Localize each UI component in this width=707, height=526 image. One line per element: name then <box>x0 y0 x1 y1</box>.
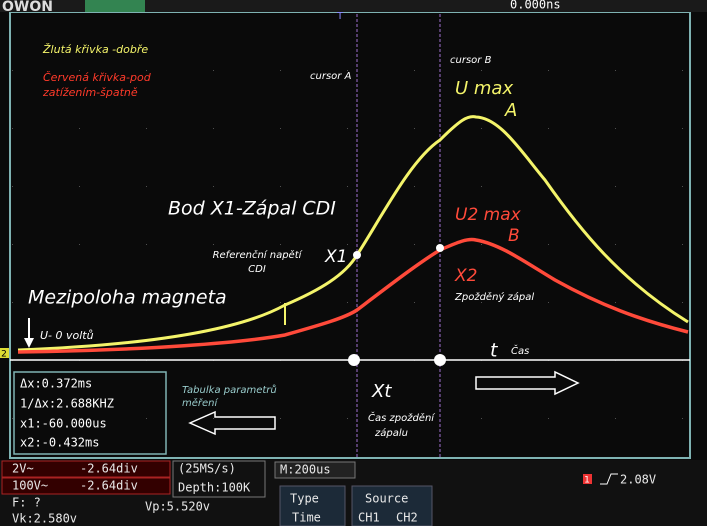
trigger-marker: T <box>336 11 344 22</box>
type-button[interactable] <box>279 485 346 526</box>
vk: Vk:2.580v <box>12 512 77 526</box>
frequency: F: ? <box>12 496 41 510</box>
measurement: x1:-60.000us <box>20 417 107 431</box>
u2-max-label: U2 max <box>455 205 522 225</box>
x2-label: X2 <box>454 266 477 286</box>
sample-rate: (25MS/s) <box>178 462 236 476</box>
delay-time-label: Čas zpoždění <box>368 411 435 424</box>
delay-time-label: zápalu <box>374 427 408 439</box>
table-note: Tabulka parametrů <box>182 384 277 396</box>
cursor-a-label: cursor A <box>310 71 352 82</box>
source-ch2: CH2 <box>396 511 418 525</box>
t-label: t <box>490 340 499 362</box>
trigger-level: 2.08V <box>620 473 656 487</box>
x1-label: X1 <box>324 247 347 267</box>
table-note: měření <box>182 397 218 409</box>
u-max-label: U max <box>455 78 513 99</box>
vp: Vp:5.520v <box>145 500 210 514</box>
source-button[interactable] <box>351 485 433 526</box>
timebase: M:200us <box>280 463 331 477</box>
ch1-marker: 1 <box>584 476 590 486</box>
zero-label: U- 0 voltů <box>40 329 94 342</box>
ch1-scale: 2V~ <box>12 462 34 476</box>
time-label: Čas <box>511 344 529 357</box>
xt-label: Xt <box>371 381 392 402</box>
point-b-label: B <box>508 226 520 246</box>
bod-x1-label: Bod X1-Zápal CDI <box>168 198 336 220</box>
delayed-label: Zpožděný zápal <box>454 291 534 303</box>
type-value: Time <box>292 511 321 525</box>
ch2-marker: 2 <box>1 350 7 360</box>
red-curve <box>17 237 689 354</box>
source-ch1: CH1 <box>358 511 380 525</box>
magnet-label: Mezipoloha magneta <box>28 287 227 309</box>
time-offset: 0.000ns <box>510 0 561 12</box>
red-legend: Červená křivka-pod <box>43 71 152 84</box>
depth: Depth:100K <box>178 481 251 495</box>
measurement: Δx:0.372ms <box>20 377 92 391</box>
source-label: Source <box>365 492 408 506</box>
cursor-b-label: cursor B <box>450 55 492 66</box>
logo: OWON <box>2 0 53 15</box>
ch1-offset: -2.64div <box>80 462 138 476</box>
ch2-offset: -2.64div <box>80 479 138 493</box>
ch2-scale: 100V~ <box>12 479 48 493</box>
point-a-label: A <box>504 100 517 121</box>
measurement-box <box>13 371 167 455</box>
type-label: Type <box>290 492 319 506</box>
measurement: 1/Δx:2.688KHZ <box>20 397 114 411</box>
yellow-legend: Žlutá křivka -dobře <box>42 43 148 56</box>
measurement: x2:-0.432ms <box>20 436 99 450</box>
reference-label: CDI <box>248 264 266 275</box>
red-legend: zatížením-špatně <box>42 86 138 99</box>
reference-label: Referenční napětí <box>213 249 303 261</box>
yellow-curve <box>17 115 689 352</box>
